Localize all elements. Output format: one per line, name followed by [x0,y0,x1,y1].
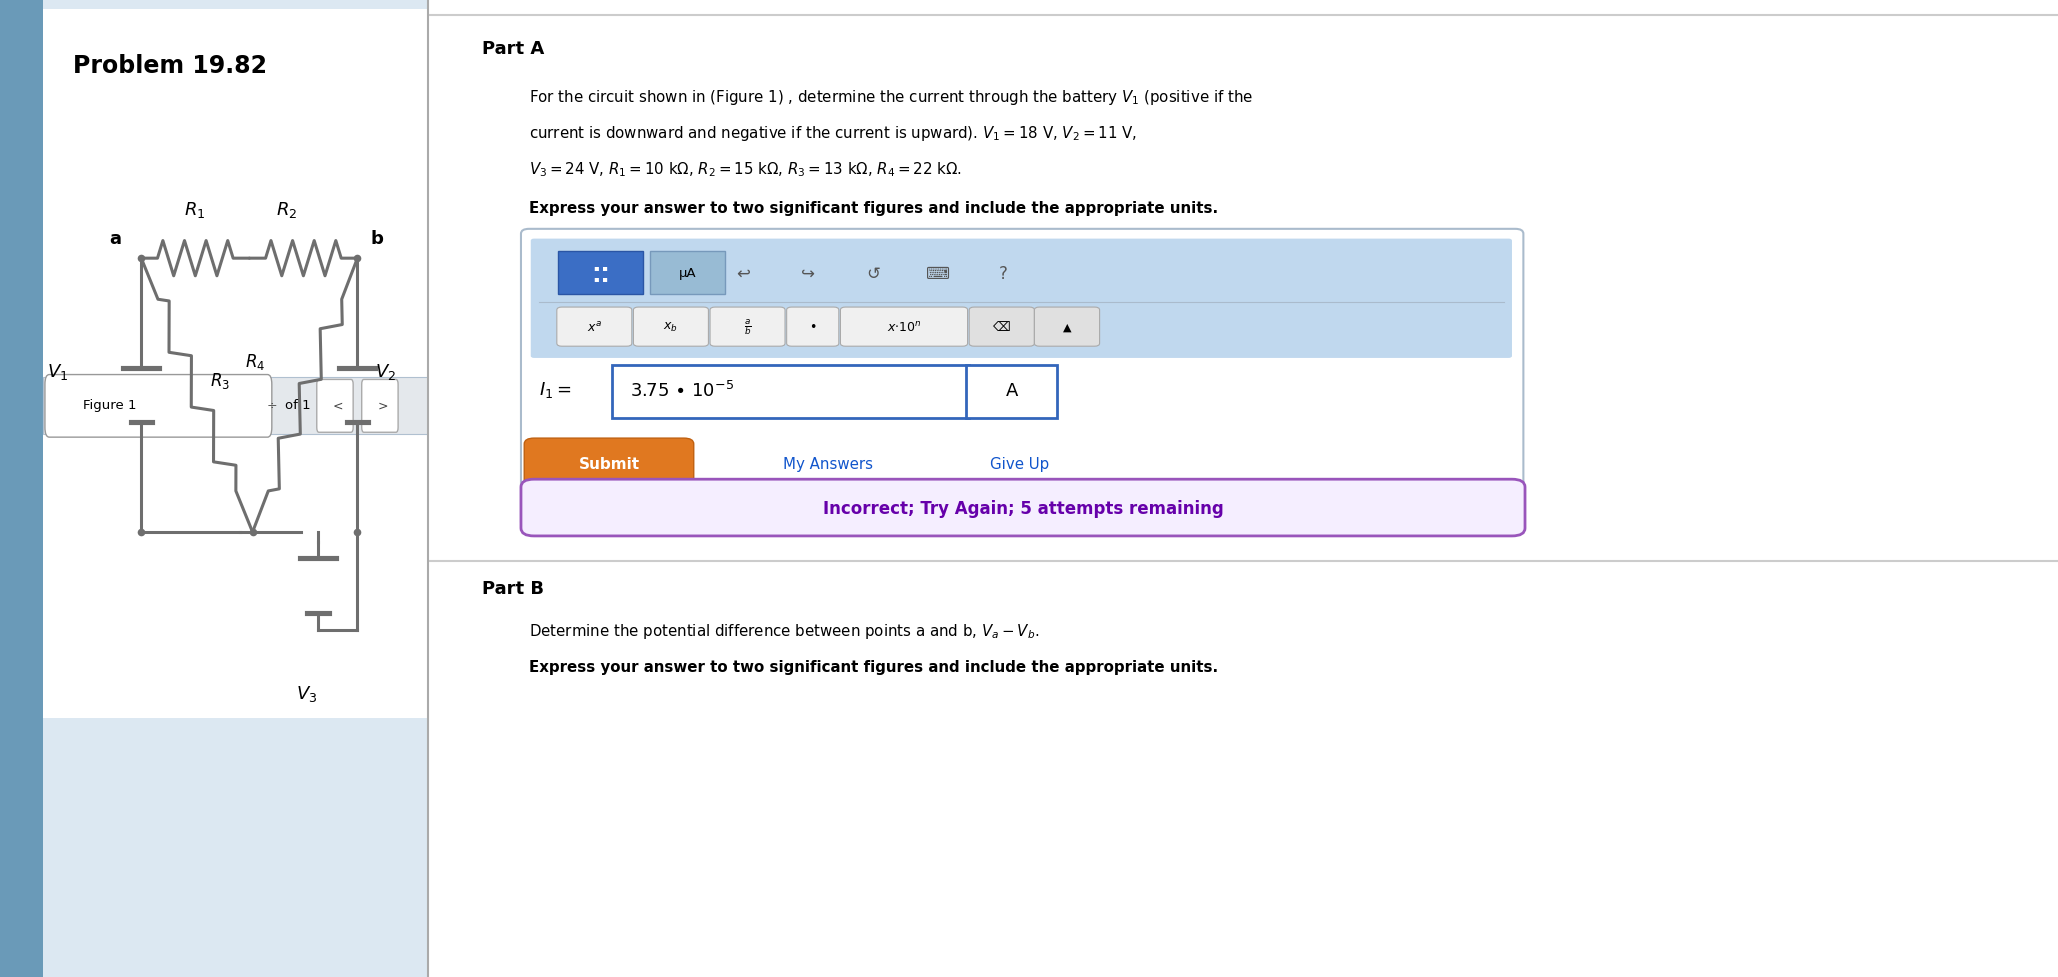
Text: For the circuit shown in (Figure 1) , determine the current through the battery : For the circuit shown in (Figure 1) , de… [529,88,1253,106]
Text: Give Up: Give Up [990,456,1050,472]
FancyBboxPatch shape [786,308,840,347]
Text: ÷: ÷ [265,399,278,412]
Bar [43,10,428,718]
FancyBboxPatch shape [969,308,1035,347]
Text: μA: μA [679,267,696,280]
Text: ↺: ↺ [866,265,881,282]
Text: Figure 1: Figure 1 [84,399,138,412]
Text: of 1: of 1 [284,399,311,412]
FancyBboxPatch shape [558,308,632,347]
Text: ↩: ↩ [735,265,749,282]
Text: <: < [333,399,344,412]
Bar [43,378,428,435]
Text: $x{\cdot}10^n$: $x{\cdot}10^n$ [887,320,922,334]
Text: Incorrect; Try Again; 5 attempts remaining: Incorrect; Try Again; 5 attempts remaini… [823,499,1222,517]
Text: current is downward and negative if the current is upward). $V_1 = 18$ V, $V_2 =: current is downward and negative if the … [529,124,1138,143]
FancyBboxPatch shape [317,380,354,433]
Text: $R_2$: $R_2$ [276,200,298,220]
Text: My Answers: My Answers [784,456,873,472]
FancyBboxPatch shape [521,480,1525,536]
Text: $R_1$: $R_1$ [185,200,206,220]
Text: Express your answer to two significant figures and include the appropriate units: Express your answer to two significant f… [529,659,1218,674]
Text: $V_2$: $V_2$ [375,361,395,381]
Text: ▪ ▪
▪ ▪: ▪ ▪ ▪ ▪ [595,264,607,283]
Text: $x_b$: $x_b$ [663,320,679,334]
FancyBboxPatch shape [521,230,1523,528]
FancyBboxPatch shape [1035,308,1099,347]
FancyBboxPatch shape [531,239,1513,359]
Bar [0,0,43,977]
Text: Part B: Part B [482,579,543,597]
Text: Express your answer to two significant figures and include the appropriate units: Express your answer to two significant f… [529,201,1218,216]
Text: b: b [370,231,383,248]
Text: Part A: Part A [482,40,543,58]
FancyBboxPatch shape [650,252,724,295]
Text: Determine the potential difference between points a and b, $V_a - V_b$.: Determine the potential difference betwe… [529,621,1039,640]
Text: >: > [379,399,389,412]
Text: 3.75 $\bullet$ 10$^{-5}$: 3.75 $\bullet$ 10$^{-5}$ [630,381,735,401]
Text: A: A [1006,382,1019,400]
Text: $V_3 = 24$ V, $R_1 = 10$ k$\Omega$, $R_2 = 15$ k$\Omega$, $R_3 = 13$ k$\Omega$, : $V_3 = 24$ V, $R_1 = 10$ k$\Omega$, $R_2… [529,160,963,179]
Text: a: a [109,231,121,248]
Text: $R_4$: $R_4$ [245,352,265,371]
Text: Problem 19.82: Problem 19.82 [72,55,268,78]
Text: Submit: Submit [578,456,640,472]
Text: $R_3$: $R_3$ [210,371,230,391]
FancyBboxPatch shape [634,308,708,347]
Text: ⌫: ⌫ [994,320,1010,334]
Text: •: • [809,320,817,334]
Text: ?: ? [998,265,1008,282]
Text: ⌨: ⌨ [926,265,951,282]
FancyBboxPatch shape [840,308,967,347]
FancyBboxPatch shape [558,252,644,295]
Text: ▲: ▲ [1062,322,1072,332]
FancyBboxPatch shape [965,365,1058,418]
FancyBboxPatch shape [45,375,272,438]
FancyBboxPatch shape [611,365,969,418]
Text: $I_1 =$: $I_1 =$ [539,380,572,400]
FancyBboxPatch shape [710,308,784,347]
FancyBboxPatch shape [525,439,694,489]
Text: ↪: ↪ [801,265,815,282]
FancyBboxPatch shape [362,380,397,433]
Text: $V_1$: $V_1$ [47,361,68,381]
Text: $V_3$: $V_3$ [296,684,317,703]
Text: $x^a$: $x^a$ [587,320,601,334]
Text: $\frac{a}{b}$: $\frac{a}{b}$ [743,318,751,337]
